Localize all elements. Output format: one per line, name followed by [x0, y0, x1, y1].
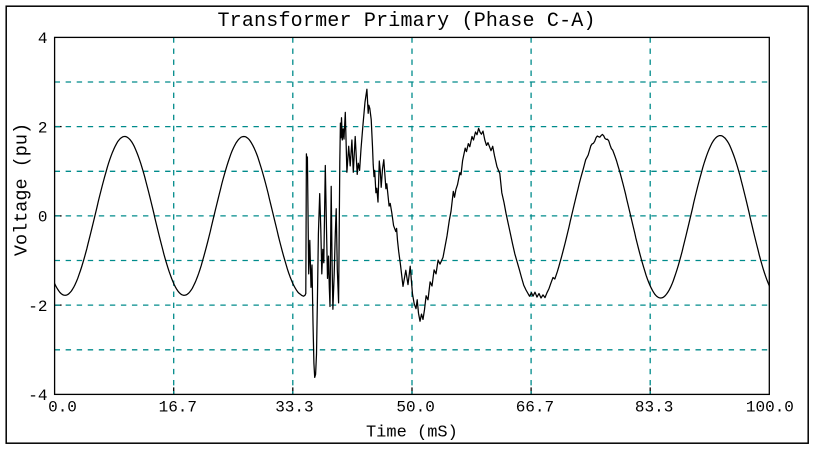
svg-text:Time (mS): Time (mS)	[366, 423, 458, 442]
svg-text:4: 4	[38, 30, 48, 48]
svg-text:Transformer Primary (Phase C-A: Transformer Primary (Phase C-A)	[217, 10, 595, 33]
svg-text:0: 0	[38, 209, 48, 227]
svg-text:83.3: 83.3	[635, 398, 673, 416]
svg-text:50.0: 50.0	[396, 398, 434, 416]
svg-text:0.0: 0.0	[48, 398, 77, 416]
svg-text:-4: -4	[28, 387, 47, 405]
svg-text:2: 2	[38, 119, 48, 137]
svg-text:66.7: 66.7	[516, 398, 554, 416]
svg-text:16.7: 16.7	[159, 398, 197, 416]
svg-text:33.3: 33.3	[275, 398, 313, 416]
svg-text:Voltage (pu): Voltage (pu)	[11, 123, 32, 256]
svg-text:-2: -2	[28, 298, 47, 316]
svg-text:100.0: 100.0	[746, 398, 794, 416]
